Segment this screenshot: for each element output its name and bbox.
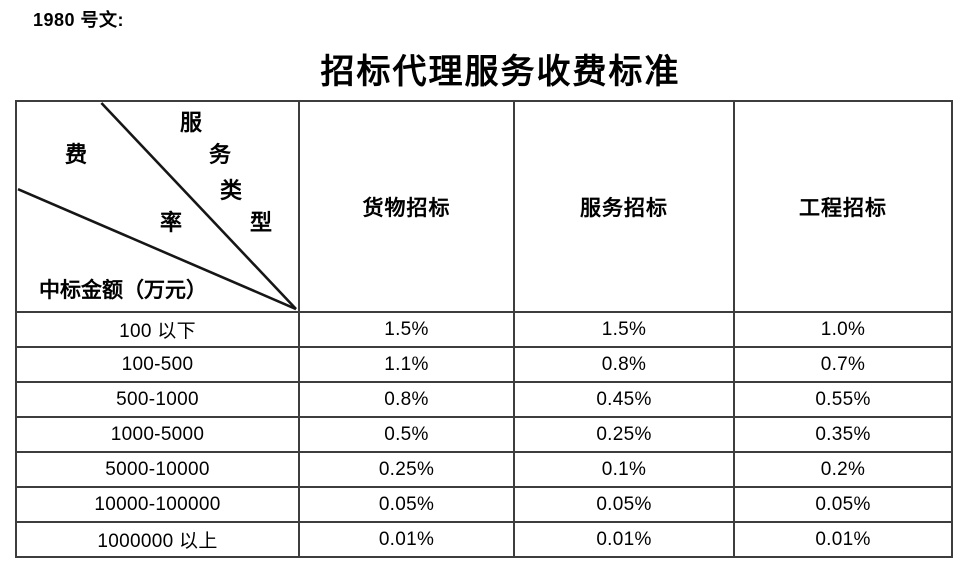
fee-rate-cell: 1.0% <box>733 311 953 348</box>
fee-standard-table: 服 务 类 型 费 率 中标金额（万元） 货物招标 服务招标 工程招标 100 … <box>15 100 953 558</box>
fee-rate-cell: 0.35% <box>733 416 953 453</box>
fee-rate-cell: 1.5% <box>513 311 735 348</box>
fee-rate-cell: 0.05% <box>513 486 735 523</box>
column-header-service-bidding: 服务招标 <box>513 100 735 313</box>
table-header-row: 服 务 类 型 费 率 中标金额（万元） 货物招标 服务招标 工程招标 <box>15 100 953 313</box>
table-row: 10000-100000 0.05% 0.05% 0.05% <box>15 486 953 523</box>
amount-range-cell: 5000-10000 <box>15 451 300 488</box>
table-row: 5000-10000 0.25% 0.1% 0.2% <box>15 451 953 488</box>
corner-label-service-type-char: 务 <box>209 142 232 167</box>
table-row: 100 以下 1.5% 1.5% 1.0% <box>15 311 953 348</box>
fee-rate-cell: 0.8% <box>513 346 735 383</box>
corner-label-fee-rate-char: 费 <box>65 142 88 167</box>
fee-rate-cell: 0.2% <box>733 451 953 488</box>
fee-rate-cell: 0.05% <box>733 486 953 523</box>
corner-label-fee-rate-char: 率 <box>160 210 183 235</box>
diagonal-line-lower <box>18 187 297 310</box>
amount-range-cell: 100 以下 <box>15 311 300 348</box>
fee-rate-cell: 0.55% <box>733 381 953 418</box>
table-row: 100-500 1.1% 0.8% 0.7% <box>15 346 953 383</box>
amount-range-cell: 1000-5000 <box>15 416 300 453</box>
table-row: 1000000 以上 0.01% 0.01% 0.01% <box>15 521 953 558</box>
fee-rate-cell: 0.1% <box>513 451 735 488</box>
fee-rate-cell: 0.5% <box>298 416 515 453</box>
amount-range-cell: 10000-100000 <box>15 486 300 523</box>
column-header-goods-bidding: 货物招标 <box>298 100 515 313</box>
corner-label-service-type-char: 服 <box>180 110 203 135</box>
corner-label-service-type-char: 型 <box>250 210 273 235</box>
table-row: 500-1000 0.8% 0.45% 0.55% <box>15 381 953 418</box>
fee-rate-cell: 0.01% <box>733 521 953 558</box>
diagonal-line-upper <box>100 103 297 310</box>
fee-rate-cell: 0.01% <box>513 521 735 558</box>
fee-rate-cell: 0.25% <box>513 416 735 453</box>
fee-rate-cell: 1.5% <box>298 311 515 348</box>
fee-rate-cell: 0.8% <box>298 381 515 418</box>
fee-rate-cell: 0.01% <box>298 521 515 558</box>
fee-rate-cell: 0.7% <box>733 346 953 383</box>
amount-range-cell: 100-500 <box>15 346 300 383</box>
diagonal-corner-header-cell: 服 务 类 型 费 率 中标金额（万元） <box>15 100 300 313</box>
corner-label-service-type-char: 类 <box>220 178 243 203</box>
fee-rate-cell: 0.05% <box>298 486 515 523</box>
corner-label-bid-amount: 中标金额（万元） <box>39 278 207 302</box>
fee-rate-cell: 0.25% <box>298 451 515 488</box>
page-title: 招标代理服务收费标准 <box>320 54 681 91</box>
fee-rate-cell: 1.1% <box>298 346 515 383</box>
column-header-engineering-bidding: 工程招标 <box>733 100 953 313</box>
table-row: 1000-5000 0.5% 0.25% 0.35% <box>15 416 953 453</box>
fee-rate-cell: 0.45% <box>513 381 735 418</box>
document-reference-number: 1980 号文: <box>33 10 125 30</box>
diagonal-split-lines <box>18 103 297 310</box>
amount-range-cell: 1000000 以上 <box>15 521 300 558</box>
amount-range-cell: 500-1000 <box>15 381 300 418</box>
